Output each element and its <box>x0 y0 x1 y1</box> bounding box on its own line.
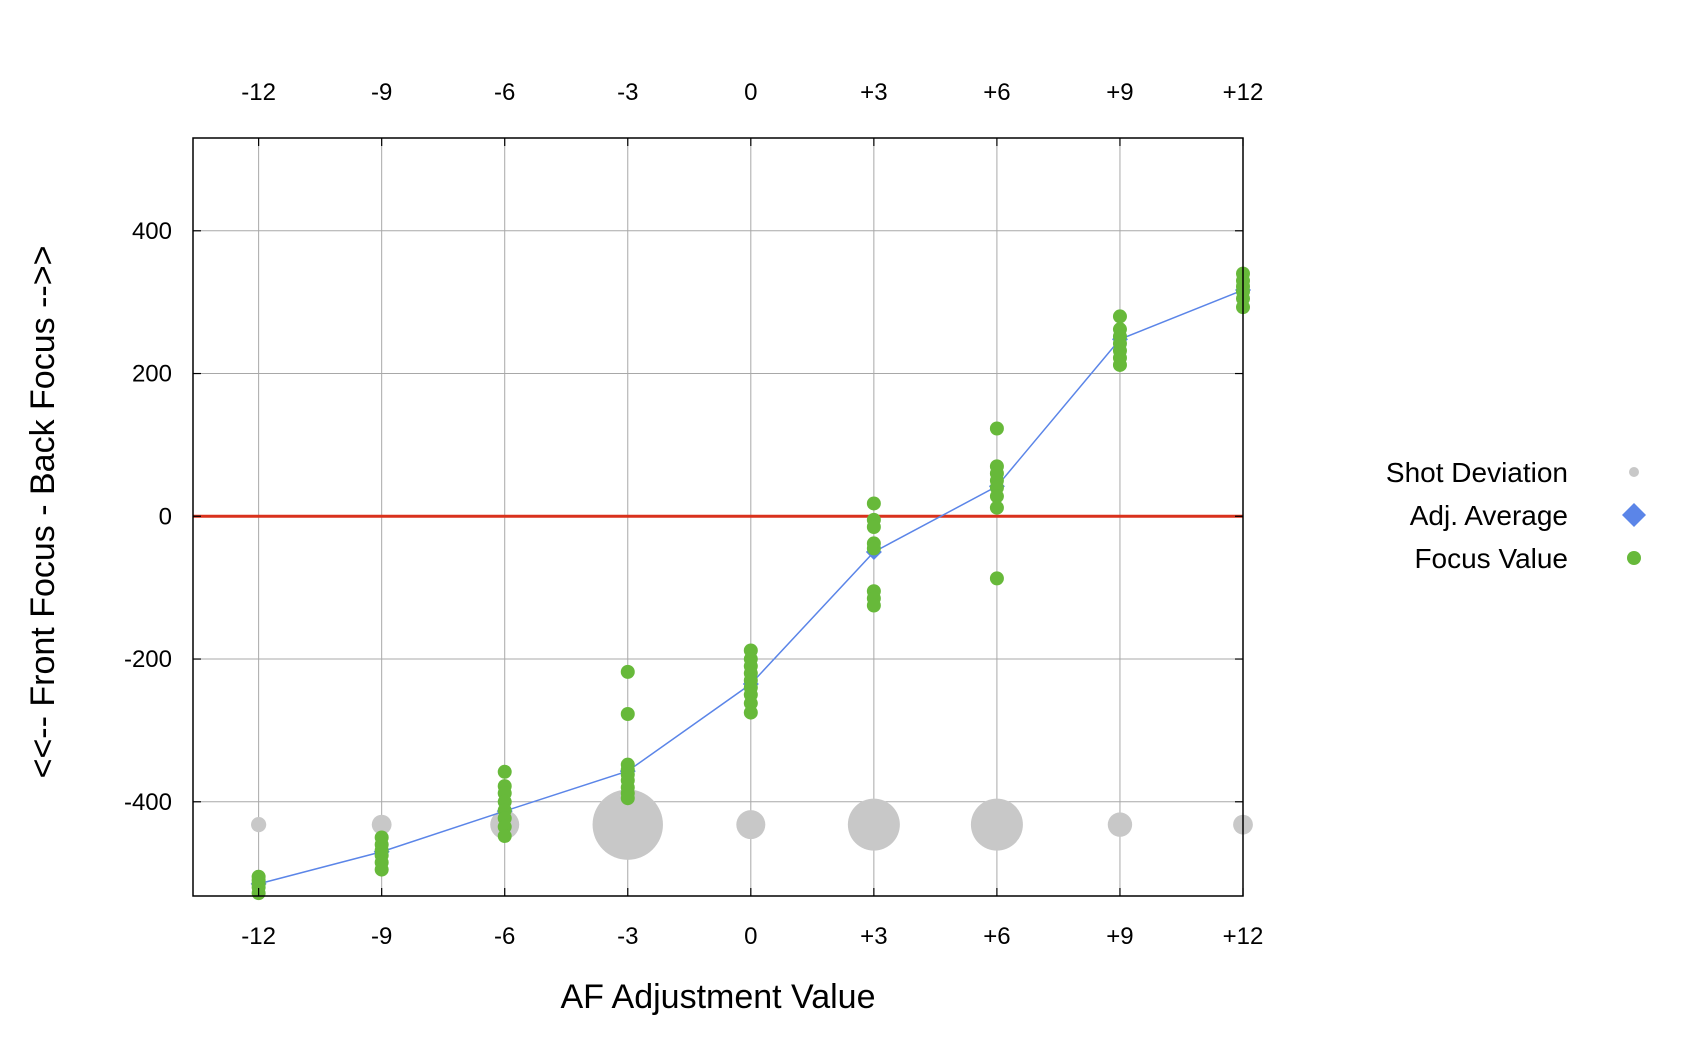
shot-deviation-bubble <box>251 817 267 833</box>
shot-deviation-bubble <box>592 789 663 860</box>
shot-deviation-bubble <box>847 798 900 851</box>
shot-deviation-bubble <box>1107 812 1133 837</box>
x-tick-label: -9 <box>371 923 392 950</box>
y-tick-label: 200 <box>132 361 172 388</box>
x-tick-label: -6 <box>494 923 515 950</box>
shot-deviation-bubble <box>371 814 392 835</box>
legend: Shot Deviation Adj. Average Focus Value <box>1386 457 1646 574</box>
focus-value-point <box>497 764 512 779</box>
legend-adj-average-marker <box>1622 503 1646 527</box>
x-tick-labels-top: -12 -9 -6 -3 0 +3 +6 +9 +12 <box>241 79 1263 146</box>
focus-value-point <box>1112 309 1127 324</box>
focus-value-point <box>866 496 881 511</box>
x-tick-label: +6 <box>983 923 1010 950</box>
legend-adj-average-label: Adj. Average <box>1410 500 1568 531</box>
focus-value-point <box>1112 357 1127 372</box>
focus-value-point <box>989 571 1004 586</box>
x-tick-label: -12 <box>241 79 276 106</box>
y-tick-label: -200 <box>124 646 172 673</box>
focus-value-point <box>866 519 881 534</box>
y-tick-label: -400 <box>124 789 172 816</box>
x-axis-title: AF Adjustment Value <box>561 978 876 1016</box>
x-tick-label: -12 <box>241 923 276 950</box>
focus-value-point <box>989 500 1004 515</box>
x-tick-labels-bottom: -12 -9 -6 -3 0 +3 +6 +9 +12 <box>241 888 1263 950</box>
legend-focus-value-label: Focus Value <box>1414 543 1568 574</box>
focus-value-point <box>989 421 1004 436</box>
legend-shot-deviation-label: Shot Deviation <box>1386 457 1568 488</box>
focus-value-point <box>866 598 881 613</box>
focus-value-point <box>497 829 512 844</box>
x-tick-label: +9 <box>1106 923 1133 950</box>
y-tick-label: 0 <box>159 503 172 530</box>
shot-deviation-bubble <box>970 798 1023 851</box>
x-tick-label: +9 <box>1106 79 1133 106</box>
x-tick-label: 0 <box>744 923 757 950</box>
y-axis-title: <<-- Front Focus - Back Focus -->> <box>24 246 62 779</box>
legend-shot-deviation-marker <box>1629 467 1639 477</box>
focus-value-point <box>374 862 389 877</box>
focus-value-point <box>743 705 758 720</box>
plot-frame <box>192 137 1244 897</box>
x-tick-label: -3 <box>617 79 638 106</box>
focus-value-point <box>620 706 635 721</box>
focus-value-point <box>620 791 635 806</box>
shot-deviation-bubble <box>736 810 766 840</box>
x-tick-label: +6 <box>983 79 1010 106</box>
focus-value-point <box>989 489 1004 504</box>
focus-value-point <box>866 541 881 556</box>
x-tick-label: -9 <box>371 79 392 106</box>
x-tick-label: -6 <box>494 79 515 106</box>
focus-value-point <box>620 664 635 679</box>
y-tick-label: 400 <box>132 218 172 245</box>
x-tick-label: +3 <box>860 923 887 950</box>
x-tick-label: -3 <box>617 923 638 950</box>
x-tick-label: 0 <box>744 79 757 106</box>
y-tick-labels: -400 -200 0 200 400 <box>124 218 1243 816</box>
x-tick-label: +3 <box>860 79 887 106</box>
shot-deviation-series <box>251 789 1253 860</box>
x-tick-label: +12 <box>1223 79 1264 106</box>
x-tick-label: +12 <box>1223 923 1264 950</box>
legend-focus-value-marker <box>1627 551 1641 565</box>
